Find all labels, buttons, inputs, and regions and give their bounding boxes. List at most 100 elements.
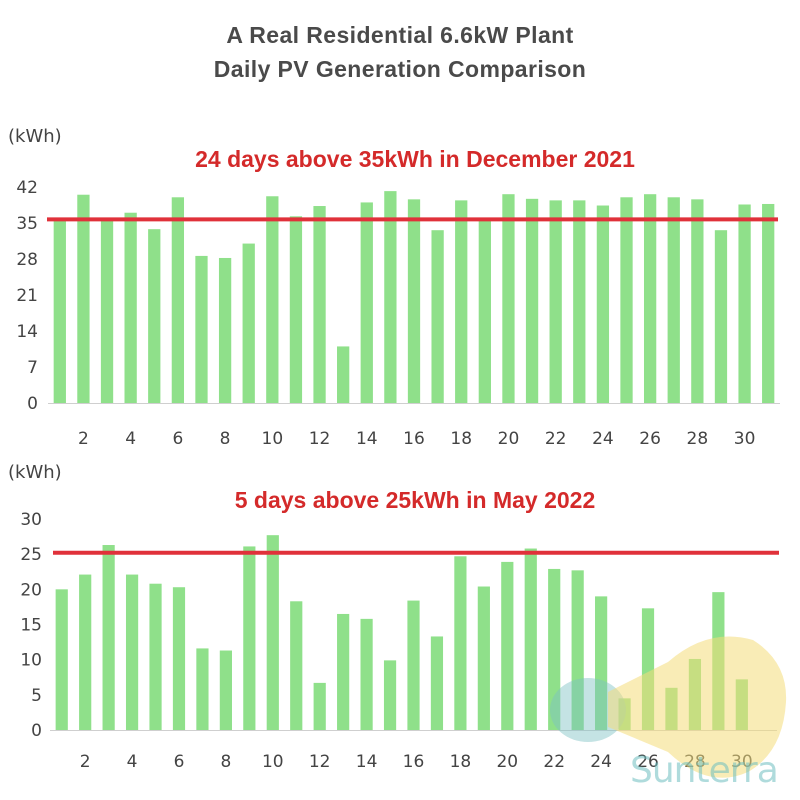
may-x-tick-label: 10 [262,752,284,772]
may-x-tick-label: 4 [127,752,138,772]
may-bar [360,618,373,730]
december-bar [148,229,161,403]
sunterra-logo-icon [550,636,787,778]
may-y-tick-label: 0 [31,721,42,741]
may-x-tick-label: 6 [174,752,185,772]
annotation-december: 24 days above 35kWh in December 2021 [195,146,635,172]
may-y-tick-label: 20 [20,580,42,600]
may-bar [548,568,561,730]
december-bar [549,200,562,403]
december-y-tick-label: 21 [16,286,38,306]
may-x-tick-label: 22 [543,752,565,772]
december-x-tick-label: 28 [687,429,709,449]
may-y-tick-label: 10 [20,651,42,671]
may-bar [430,636,444,730]
december-y-tick-label: 14 [16,322,38,342]
may-bar [477,586,490,730]
may-y-tick-label: 5 [31,686,42,706]
may-x-tick-label: 24 [590,752,612,772]
december-x-tick-label: 6 [172,429,183,449]
december-bar [266,196,279,403]
december-bar [762,203,775,403]
december-bar [738,204,751,403]
may-x-tick-label: 16 [403,752,425,772]
may-bar [243,546,256,730]
december-bar [218,257,232,403]
december-y-tick-label: 7 [27,358,38,378]
annotation-may: 5 days above 25kWh in May 2022 [234,487,596,513]
december-x-tick-label: 12 [309,429,331,449]
december-x-tick-label: 24 [592,429,614,449]
may-x-tick-label: 8 [220,752,231,772]
december-bar [313,206,326,403]
december-x-tick-label: 8 [220,429,231,449]
december-bar [691,199,704,403]
december-bar [667,197,680,403]
december-x-tick-label: 30 [734,429,756,449]
may-bar [337,613,350,730]
may-bar [501,561,514,730]
december-x-tick-label: 14 [356,429,378,449]
may-bar [196,648,209,730]
december-bar [643,194,657,403]
december-bar [596,205,610,403]
may-bar [219,650,232,730]
may-bar [383,660,397,730]
december-bar [714,230,728,403]
may-x-tick-label: 2 [80,752,91,772]
december-bar [407,199,421,403]
may-bar [149,583,162,730]
may-bar [102,545,115,730]
chart-title-line2: Daily PV Generation Comparison [213,56,587,82]
december-bar [289,216,303,403]
may-y-tick-label: 15 [20,616,42,636]
december-x-tick-label: 26 [639,429,661,449]
unit-label-may: (kWh) [8,462,62,483]
december-bar [478,219,491,403]
may-y-tick-label: 30 [20,510,42,530]
december-bar [242,243,255,403]
december-bar [455,200,468,403]
may-x-tick-label: 18 [450,752,472,772]
december-bar [124,212,137,403]
december-bar [171,197,185,403]
december-bar [195,255,208,403]
december-bar [384,191,397,403]
may-bar [55,589,68,730]
chart-title: A Real Residential 6.6kW Plant Daily PV … [0,18,800,86]
december-x-tick-label: 16 [403,429,425,449]
may-x-tick-label: 26 [637,752,659,772]
december-bar [502,194,515,403]
may-bar [172,587,186,730]
may-x-tick-label: 14 [356,752,378,772]
december-x-tick-label: 4 [125,429,136,449]
chart-title-line1: A Real Residential 6.6kW Plant [226,22,574,48]
december-bar [77,194,90,403]
december-bar [620,197,633,403]
december-y-tick-label: 42 [16,178,38,198]
december-x-tick-label: 22 [545,429,567,449]
december-y-tick-label: 28 [16,250,38,270]
may-bar [290,601,303,730]
december-x-tick-label: 18 [450,429,472,449]
may-bar [313,682,326,730]
december-bar [431,230,444,403]
december-bar [525,198,539,403]
may-x-tick-label: 12 [309,752,331,772]
may-bar [125,574,139,730]
december-y-tick-label: 0 [27,394,38,414]
may-bar [595,596,608,730]
december-x-tick-label: 10 [262,429,284,449]
brand-watermark: Sunterra [630,750,779,791]
december-bar [100,218,114,403]
december-bar [53,220,66,403]
december-y-tick-label: 35 [16,214,38,234]
december-bar [360,202,373,403]
may-bar [266,535,279,730]
may-bar [524,548,537,730]
may-bar [454,556,467,730]
may-bar [79,574,92,730]
december-bar [337,346,350,403]
